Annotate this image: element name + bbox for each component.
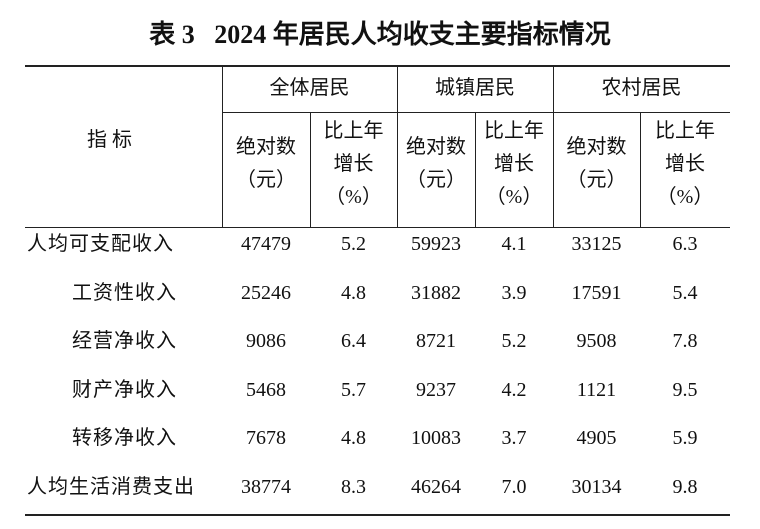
sub-header: 绝对数 — [236, 136, 296, 158]
sub-header: 比上年 — [323, 120, 384, 142]
row-label: 人均生活消费支出 — [27, 475, 195, 498]
table-title: 表 3 2024 年居民人均收支主要指标情况 — [149, 20, 611, 49]
sub-header: （%） — [656, 186, 714, 208]
cell: 6.3 — [672, 233, 698, 255]
cell: 9086 — [246, 330, 286, 352]
rule — [397, 65, 398, 227]
sub-header: （%） — [485, 186, 543, 208]
cell: 17591 — [571, 281, 622, 304]
rule — [222, 112, 730, 113]
sub-header: 绝对数 — [406, 136, 466, 158]
cell: 9508 — [576, 330, 617, 352]
sub-header: （元） — [406, 169, 466, 191]
cell: 4.8 — [341, 427, 366, 449]
cell: 46264 — [411, 475, 461, 498]
rule — [222, 65, 223, 227]
rule — [25, 227, 730, 228]
sub-header: 比上年 — [655, 120, 715, 142]
row-label: 人均可支配收入 — [27, 233, 174, 255]
cell: 7.8 — [672, 330, 698, 352]
rule — [475, 112, 476, 227]
sub-header: 增长 — [494, 153, 534, 175]
sub-header: 增长 — [333, 153, 374, 175]
sub-header: （元） — [566, 169, 627, 191]
cell: 8721 — [416, 330, 456, 352]
row-label: 工资性收入 — [72, 281, 177, 304]
cell: 5468 — [246, 378, 286, 401]
cell: 7678 — [246, 427, 286, 449]
row-label: 经营净收入 — [72, 330, 177, 352]
corner-header: 指 标 — [87, 129, 132, 151]
cell: 4.1 — [501, 233, 527, 255]
cell: 5.2 — [501, 330, 527, 352]
sub-header: 绝对数 — [566, 136, 627, 158]
cell: 25246 — [241, 281, 291, 304]
cell: 3.7 — [501, 427, 527, 449]
cell: 5.9 — [672, 427, 698, 449]
cell: 33125 — [571, 233, 622, 255]
group-header: 农村居民 — [601, 77, 682, 99]
rule — [310, 112, 311, 227]
cell: 5.2 — [341, 233, 366, 255]
cell: 47479 — [241, 233, 291, 255]
cell: 38774 — [241, 475, 291, 498]
rule — [640, 112, 641, 227]
sub-header: 比上年 — [484, 120, 544, 142]
cell: 9.5 — [672, 378, 698, 401]
rule — [25, 514, 730, 516]
rule — [553, 65, 554, 227]
cell: 10083 — [411, 427, 461, 449]
row-label: 转移净收入 — [72, 427, 177, 449]
cell: 4905 — [576, 427, 617, 449]
group-header: 城镇居民 — [435, 77, 515, 99]
cell: 6.4 — [341, 330, 366, 352]
cell: 5.4 — [672, 281, 698, 304]
cell: 30134 — [571, 475, 622, 498]
cell: 59923 — [411, 233, 461, 255]
cell: 8.3 — [341, 475, 366, 498]
cell: 31882 — [411, 281, 461, 304]
rule — [25, 65, 730, 67]
cell: 4.2 — [501, 378, 527, 401]
group-header: 全体居民 — [269, 77, 350, 99]
cell: 9237 — [416, 378, 456, 401]
cell: 3.9 — [501, 281, 527, 304]
sub-header: 增长 — [665, 153, 705, 175]
row-label: 财产净收入 — [72, 378, 177, 401]
cell: 7.0 — [501, 475, 527, 498]
sub-header: （%） — [325, 186, 382, 208]
cell: 1121 — [576, 378, 617, 401]
sub-header: （元） — [236, 169, 296, 191]
cell: 4.8 — [341, 281, 366, 304]
cell: 9.8 — [672, 475, 698, 498]
cell: 5.7 — [341, 378, 366, 401]
